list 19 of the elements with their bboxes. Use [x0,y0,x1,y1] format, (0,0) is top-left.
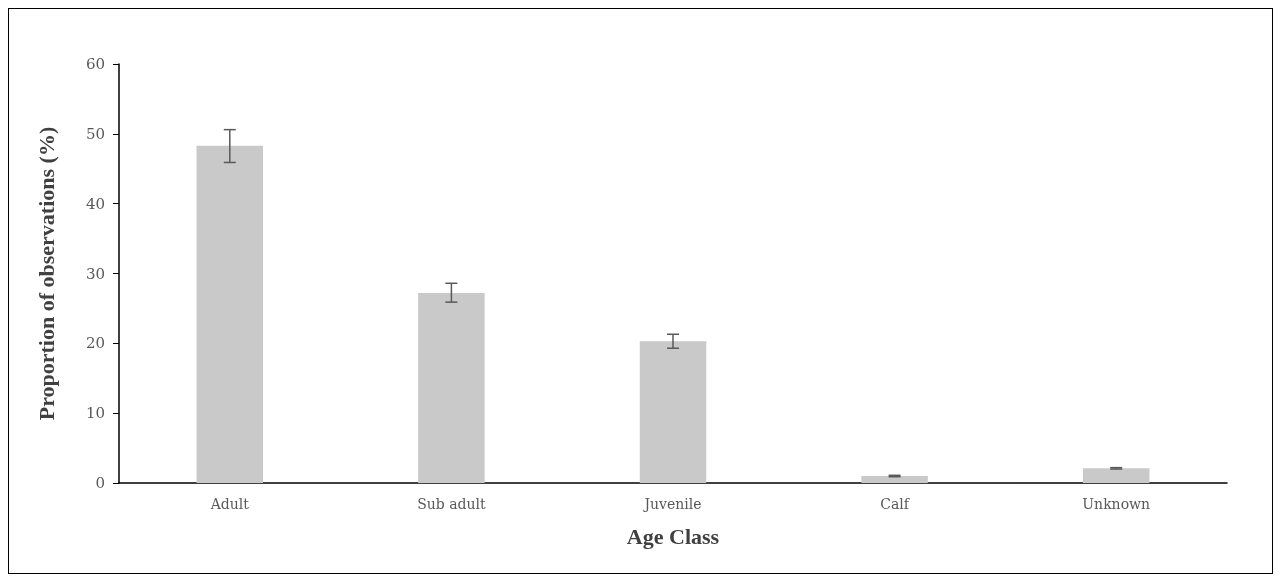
bar [1082,468,1150,483]
y-tick-label: 10 [85,404,105,423]
bar [418,293,485,483]
y-tick-label: 0 [95,474,105,492]
y-tick-label: 20 [85,334,105,353]
y-axis-title: Proportion of observations (%) [33,126,59,421]
y-tick-label: 50 [85,124,105,143]
y-tick-label: 30 [85,264,105,283]
bar [861,476,928,483]
x-tick-label: Adult [209,496,250,512]
x-tick-label: Sub adult [417,496,486,512]
y-tick-label: 40 [85,194,105,213]
bar [639,341,707,483]
bar [196,145,264,483]
y-tick-label: 60 [85,55,105,73]
x-tick-label: Unknown [1082,496,1151,512]
x-tick-label: Calf [880,496,911,512]
x-axis-title: Age Class [626,523,720,549]
x-tick-label: Juvenile [642,496,702,512]
